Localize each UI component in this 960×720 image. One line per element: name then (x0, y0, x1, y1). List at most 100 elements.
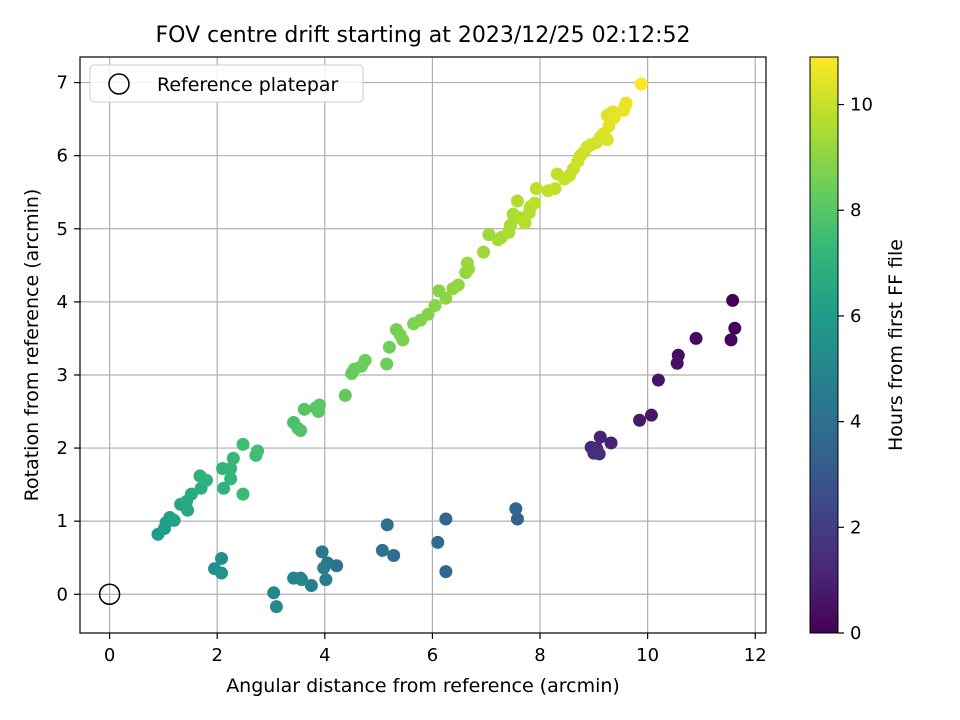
scatter-point (724, 333, 738, 347)
colorbar-ticks: 0 2 4 6 8 10 (838, 95, 873, 644)
scatter-point (634, 77, 648, 91)
scatter-point (548, 182, 562, 196)
scatter-point (382, 340, 396, 354)
colorbar-gradient (809, 56, 839, 634)
scatter-point (461, 262, 475, 276)
chart-title: FOV centre drift starting at 2023/12/25 … (156, 23, 691, 48)
reference-marker (98, 583, 121, 606)
scatter-point (633, 413, 647, 427)
scatter-point (428, 299, 442, 313)
scatter-point (224, 462, 238, 476)
scatter-point (375, 543, 389, 557)
scatter-point (317, 561, 331, 575)
y-tick-label: 4 (57, 292, 68, 313)
scatter-point (269, 600, 283, 614)
reference-platepar-marker (98, 583, 121, 606)
scatter-point (319, 573, 333, 587)
x-tick-label: 10 (636, 645, 659, 666)
x-tick-label: 6 (427, 645, 438, 666)
colorbar: 0 2 4 6 8 10 Hours from first FF file (809, 56, 907, 644)
y-axis-ticks: 0 1 2 3 4 5 6 7 (57, 73, 80, 605)
scatter-point (297, 402, 311, 416)
scatter-point (619, 96, 633, 110)
scatter-point (593, 430, 607, 444)
legend-box (89, 64, 364, 103)
scatter-point (651, 373, 665, 387)
legend: Reference platepar (89, 64, 364, 103)
x-tick-label: 2 (211, 645, 222, 666)
scatter-point (509, 502, 523, 516)
scatter-point (184, 487, 198, 501)
x-tick-label: 4 (319, 645, 330, 666)
colorbar-tick-label: 2 (850, 517, 861, 538)
scatter-point (421, 307, 435, 321)
legend-entry-reference-platepar: Reference platepar (157, 74, 339, 96)
scatter-point (600, 133, 614, 147)
scatter-point (215, 551, 229, 565)
scatter-point (387, 549, 401, 563)
scatter-point (251, 444, 265, 458)
scatter-point (439, 512, 453, 526)
scatter-point (728, 321, 742, 335)
colorbar-label: Hours from first FF file (885, 239, 907, 451)
scatter-point (607, 111, 621, 125)
y-tick-label: 5 (57, 219, 68, 240)
scatter-point (439, 565, 453, 579)
scatter-point (477, 245, 491, 259)
scatter-point (295, 573, 309, 587)
y-tick-label: 6 (57, 146, 68, 167)
x-axis-ticks: 0 2 4 6 8 10 12 (104, 633, 767, 666)
scatter-point (529, 182, 543, 196)
x-tick-label: 8 (534, 645, 545, 666)
scatter-point (518, 216, 532, 230)
colorbar-tick-label: 0 (850, 623, 861, 644)
scatter-point (503, 218, 517, 232)
y-tick-label: 7 (57, 73, 68, 94)
scatter-point (358, 353, 372, 367)
scatter-point (217, 481, 231, 495)
colorbar-tick-label: 4 (850, 412, 861, 433)
scatter-point (689, 331, 703, 345)
scatter-point (304, 578, 318, 592)
scatter-point (226, 451, 240, 465)
scatter-point (396, 333, 410, 347)
y-tick-label: 3 (57, 365, 68, 386)
colorbar-tick-label: 8 (850, 200, 861, 221)
scatter-point (199, 473, 213, 487)
grid-lines (80, 57, 766, 633)
legend-marker-circle (108, 73, 130, 95)
scatter-point (510, 512, 524, 526)
scatter-point (315, 545, 329, 559)
scatter-point (312, 398, 326, 412)
y-tick-label: 0 (57, 584, 68, 605)
scatter-point (439, 291, 453, 305)
colorbar-tick-label: 6 (850, 306, 861, 327)
data-points (151, 77, 742, 614)
scatter-point (294, 424, 308, 438)
scatter-point (510, 194, 524, 208)
scatter-point (167, 513, 181, 527)
scatter-point (338, 388, 352, 402)
scatter-point (528, 196, 542, 210)
scatter-point (726, 293, 740, 307)
x-axis-label: Angular distance from reference (arcmin) (226, 675, 620, 697)
scatter-point (431, 535, 445, 549)
scatter-point (451, 278, 465, 292)
y-tick-label: 2 (57, 438, 68, 459)
scatter-point (215, 566, 229, 580)
x-tick-label: 0 (104, 645, 115, 666)
scatter-point (604, 436, 618, 450)
scatter-point (380, 518, 394, 532)
scatter-point (236, 487, 250, 501)
y-tick-label: 1 (57, 511, 68, 532)
scatter-point (644, 408, 658, 422)
scatter-point (224, 472, 238, 486)
scatter-point (592, 447, 606, 461)
y-axis-label: Rotation from reference (arcmin) (21, 189, 43, 502)
scatter-point (267, 586, 281, 600)
scatter-point (380, 357, 394, 371)
x-tick-label: 12 (744, 645, 767, 666)
colorbar-tick-label: 10 (850, 95, 873, 116)
